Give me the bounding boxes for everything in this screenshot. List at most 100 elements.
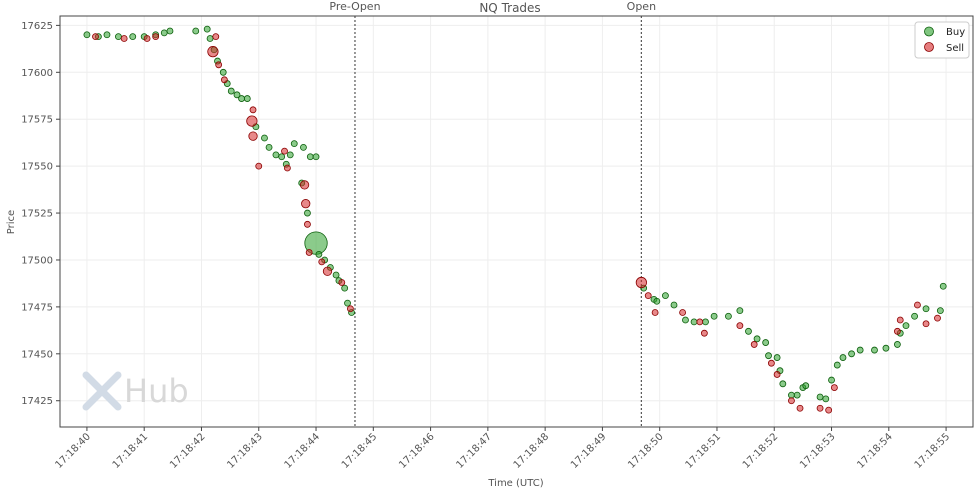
buy-point <box>833 361 841 369</box>
buy-point <box>192 27 200 35</box>
x-tick-label: 17:18:52 <box>741 431 781 471</box>
sell-point <box>696 318 704 326</box>
sell-point <box>767 359 775 367</box>
y-tick-label: 17600 <box>21 68 53 79</box>
grid-lines <box>60 16 973 427</box>
buy-point <box>828 376 835 384</box>
plot-frame <box>59 15 974 428</box>
buy-point <box>115 33 122 41</box>
legend-sell-swatch <box>924 42 934 52</box>
buy-point <box>286 151 294 159</box>
buy-point <box>893 341 901 348</box>
sell-point <box>92 33 99 41</box>
y-tick-label: 17625 <box>21 21 53 32</box>
sell-point <box>143 35 151 42</box>
event-lines: Pre-Open Open <box>329 0 656 427</box>
x-tick-label: 17:18:50 <box>626 431 666 471</box>
sell-point <box>299 180 310 190</box>
buy-point <box>779 380 787 388</box>
x-tick-label: 17:18:46 <box>397 431 437 471</box>
sell-point <box>893 327 901 335</box>
sell-point <box>825 406 833 414</box>
sell-point <box>338 279 346 286</box>
sell-point <box>651 309 659 316</box>
buy-point <box>312 153 320 161</box>
sell-point <box>152 33 160 41</box>
sell-point <box>248 131 258 141</box>
buy-point <box>902 322 910 330</box>
buy-point <box>272 151 280 159</box>
buy-point <box>304 209 311 217</box>
sell-point <box>249 106 257 114</box>
x-tick-label: 17:18:40 <box>53 431 93 471</box>
buy-point <box>839 354 847 361</box>
sell-point <box>750 341 758 348</box>
y-tick-label: 17525 <box>21 209 53 220</box>
buy-point <box>753 335 761 343</box>
buy-point <box>788 391 795 399</box>
x-axis-label: Time (UTC) <box>487 478 543 489</box>
buy-point <box>265 143 273 151</box>
buy-point <box>300 143 307 151</box>
buy-point <box>129 33 137 41</box>
buy-point <box>682 316 689 324</box>
sell-point <box>346 305 354 313</box>
buy-point <box>203 25 211 33</box>
buy-point <box>278 153 286 161</box>
buy-point <box>243 95 251 102</box>
sell-point <box>305 249 313 256</box>
y-tick-label: 17425 <box>21 396 53 407</box>
sell-point <box>304 220 311 228</box>
buy-point <box>83 31 91 39</box>
buy-point <box>936 307 944 315</box>
y-ticks: 17425 17450 17475 17500 17525 17550 17575 17600… <box>21 21 60 407</box>
sell-point <box>215 61 223 69</box>
buy-point <box>871 346 878 354</box>
buy-point <box>816 393 824 401</box>
y-tick-label: 17450 <box>21 349 53 360</box>
x-ticks: 17:18:40 17:18:41 17:18:42 17:18:43 17:18:44… <box>53 427 952 471</box>
buy-point <box>160 29 168 37</box>
sell-point <box>934 314 941 322</box>
x-tick-label: 17:18:47 <box>454 431 494 471</box>
legend: Buy Sell <box>914 21 970 59</box>
buy-point <box>219 68 227 76</box>
buy-point <box>702 318 709 326</box>
buy-point <box>261 134 268 142</box>
buy-point <box>332 271 340 279</box>
buy-point <box>911 312 918 320</box>
watermark-text: Hub <box>124 372 189 410</box>
sell-point <box>255 162 263 170</box>
y-axis-label: Price <box>6 210 17 234</box>
x-tick-label: 17:18:43 <box>225 431 265 471</box>
x-mark-icon <box>82 371 122 411</box>
buy-point <box>103 31 111 39</box>
sell-point <box>679 309 687 316</box>
buy-point <box>922 305 930 313</box>
buy-point <box>793 391 801 399</box>
sell-point <box>816 404 824 412</box>
x-tick-label: 17:18:53 <box>798 431 838 471</box>
sell-point <box>281 147 288 155</box>
sell-point <box>212 33 220 41</box>
buy-point <box>290 140 298 148</box>
buy-point <box>306 153 314 161</box>
sell-point <box>318 258 326 266</box>
sell-point <box>830 384 838 391</box>
y-tick-label: 17475 <box>21 302 53 313</box>
buy-point <box>166 27 174 35</box>
x-tick-label: 17:18:54 <box>855 431 895 471</box>
x-tick-label: 17:18:41 <box>111 431 151 471</box>
buy-point <box>822 395 830 403</box>
buy-point <box>315 250 323 258</box>
x-tick-label: 17:18:51 <box>684 431 724 471</box>
legend-sell-label: Sell <box>946 43 964 54</box>
x-tick-label: 17:18:49 <box>569 431 609 471</box>
buy-point <box>344 299 351 307</box>
sell-point <box>220 76 228 84</box>
x-tick-label: 17:18:44 <box>283 431 323 471</box>
buy-point <box>802 382 810 390</box>
buy-point <box>762 339 770 346</box>
y-tick-label: 17500 <box>21 255 53 266</box>
